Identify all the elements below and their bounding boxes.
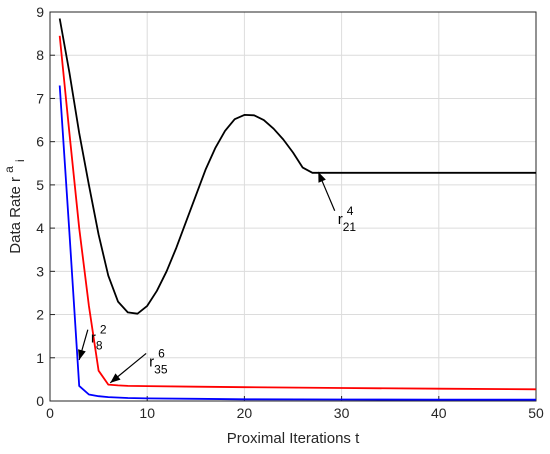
y-tick-label: 1 (36, 350, 44, 366)
annotation-label-sub: 8 (96, 339, 103, 353)
plot-area (49, 11, 537, 402)
y-tick-label: 7 (36, 90, 44, 106)
y-tick-label: 2 (36, 307, 44, 323)
series-line-2 (58, 35, 537, 391)
annotation-arrowhead (110, 373, 121, 383)
y-tick-label: 3 (36, 263, 44, 279)
annotation-arrowhead (78, 349, 86, 360)
y-tick-label: 5 (36, 177, 44, 193)
annotation-2: r8 2 (78, 323, 107, 361)
y-tick-label: 4 (36, 220, 44, 236)
annotation-label-sub: 35 (154, 362, 168, 376)
annotation-label-sub: 21 (343, 220, 357, 234)
y-tick-label: 8 (36, 47, 44, 63)
annotation-arrowhead (318, 171, 326, 183)
x-tick-label: 50 (528, 405, 544, 421)
y-tick-label: 6 (36, 134, 44, 150)
annotation-1: r21 4 (317, 171, 357, 234)
y-tick-label: 9 (36, 4, 44, 20)
annotation-label-base: r (338, 211, 343, 228)
x-tick-label: 20 (237, 405, 253, 421)
x-tick-label: 0 (46, 405, 54, 421)
annotation-label-base: r (149, 353, 154, 370)
y-tick-label: 0 (36, 393, 44, 409)
y-axis-label-sub: i (13, 159, 27, 162)
annotation-label: r35 6 (149, 346, 168, 376)
annotation-label-sup: 4 (347, 204, 354, 218)
axis-ticks: 0 10 20 30 40 50 0 1 2 3 4 5 6 7 8 9 (36, 4, 544, 421)
annotation-label: r8 2 (91, 323, 107, 353)
y-axis-label: Data Rate r a i (0, 159, 27, 253)
annotation-label-base: r (91, 330, 96, 347)
y-axis-label-sup: a (2, 166, 16, 173)
x-tick-label: 10 (139, 405, 155, 421)
x-tick-label: 40 (431, 405, 447, 421)
annotation-label-sup: 2 (100, 323, 107, 337)
y-axis-label-base: Data Rate r (7, 177, 24, 254)
x-tick-label: 30 (334, 405, 350, 421)
annotation-label-sup: 6 (158, 346, 165, 360)
annotation-label: r21 4 (338, 204, 357, 234)
series-line-3 (58, 85, 536, 401)
x-axis-label: Proximal Iterations t (227, 430, 360, 447)
annotation-3: r35 6 (109, 346, 168, 384)
